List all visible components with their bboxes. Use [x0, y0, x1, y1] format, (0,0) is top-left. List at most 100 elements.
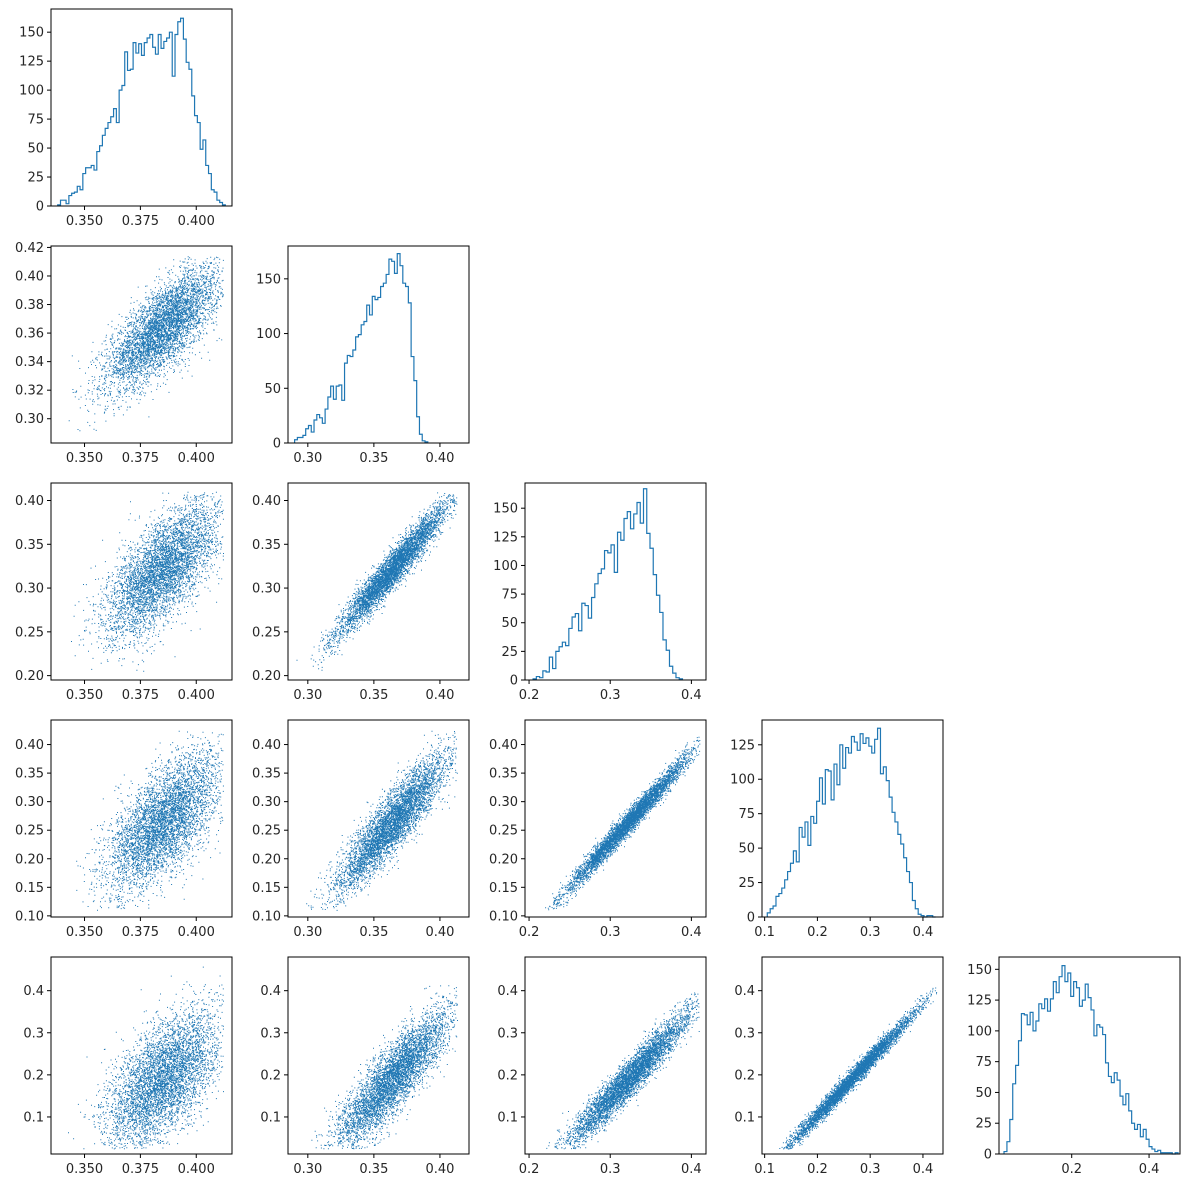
x-tick-label: 0.40: [425, 1162, 454, 1177]
y-tick-label: 0.30: [15, 795, 44, 810]
x-tick-label: 0.3: [860, 925, 881, 940]
x-tick-label: 0.2: [1061, 1162, 1082, 1177]
axes-frame: [524, 956, 707, 1155]
x-tick-label: 0.375: [122, 1162, 159, 1177]
axes-frame: [287, 482, 470, 681]
y-tick-label: 150: [256, 272, 281, 287]
scatter-5-4: 0.1 0.2 0.3 0.4 0.1 0.2 0.3 0.4: [734, 956, 944, 1177]
y-tick-label: 0.20: [489, 852, 518, 867]
axes-frame: [287, 956, 470, 1155]
x-tick-label: 0.400: [178, 1162, 215, 1177]
y-tick-label: 0.10: [252, 909, 281, 924]
y-tick-label: 0.40: [489, 738, 518, 753]
histogram-step-line: [294, 253, 429, 443]
y-tick-label: 0.38: [15, 298, 44, 313]
y-tick-label: 0.2: [23, 1068, 44, 1083]
y-tick-label: 50: [264, 382, 281, 397]
y-tick-label: 0: [984, 1148, 992, 1163]
histogram-step-line: [766, 727, 936, 918]
scatter-4-1: 0.350 0.375 0.400 0.10 0.15 0.20 0.25 0.30 0.35 0…: [15, 719, 233, 940]
y-tick-label: 0.15: [252, 881, 281, 896]
x-tick-label: 0.375: [122, 925, 159, 940]
y-tick-label: 0.30: [252, 795, 281, 810]
y-tick-label: 0.2: [260, 1068, 281, 1083]
scatter-5-3: 0.2 0.3 0.4 0.1 0.2 0.3 0.4: [497, 956, 707, 1177]
y-tick-label: 0: [510, 674, 518, 689]
y-tick-label: 0.1: [23, 1110, 44, 1125]
y-tick-label: 0.40: [252, 738, 281, 753]
axes-frame: [287, 245, 470, 444]
x-tick-label: 0.4: [681, 1162, 702, 1177]
x-tick-label: 0.350: [66, 925, 103, 940]
x-tick-label: 0.30: [293, 925, 322, 940]
y-tick-label: 125: [493, 530, 518, 545]
x-tick-label: 0.1: [754, 1162, 775, 1177]
scatter-points: [546, 992, 700, 1150]
y-tick-label: 0.1: [497, 1110, 518, 1125]
y-tick-label: 0.3: [23, 1026, 44, 1041]
y-tick-label: 50: [975, 1086, 992, 1101]
y-tick-label: 0.30: [15, 412, 44, 427]
x-tick-label: 0.375: [122, 214, 159, 229]
y-tick-label: 0.35: [15, 767, 44, 782]
x-tick-label: 0.3: [860, 1162, 881, 1177]
y-tick-label: 25: [501, 645, 518, 660]
y-tick-label: 100: [19, 84, 44, 99]
y-tick-label: 0.30: [15, 582, 44, 597]
y-tick-label: 0.10: [15, 909, 44, 924]
scatter-points: [76, 730, 224, 911]
y-tick-label: 0.4: [23, 984, 44, 999]
y-tick-label: 0.35: [489, 767, 518, 782]
scatter-2-1: 0.350 0.375 0.400 0.30 0.32 0.34 0.36 0.38 0.40 0…: [15, 241, 233, 466]
y-tick-label: 0.2: [734, 1068, 755, 1083]
y-tick-label: 150: [493, 502, 518, 517]
y-tick-label: 0.15: [489, 881, 518, 896]
x-tick-label: 0.30: [293, 451, 322, 466]
y-tick-label: 0: [747, 911, 755, 926]
axes-frame: [761, 956, 944, 1155]
scatter-points: [311, 985, 458, 1150]
axes-frame: [50, 482, 233, 681]
y-tick-label: 100: [967, 1024, 992, 1039]
y-tick-label: 0.1: [260, 1110, 281, 1125]
y-tick-label: 75: [501, 588, 518, 603]
scatter-points: [68, 256, 224, 432]
y-tick-label: 0.40: [15, 738, 44, 753]
y-tick-label: 125: [19, 55, 44, 70]
x-tick-label: 0.35: [359, 451, 388, 466]
x-tick-label: 0.2: [519, 925, 540, 940]
y-tick-label: 0.30: [252, 582, 281, 597]
y-tick-label: 0.25: [489, 824, 518, 839]
x-tick-label: 0.4: [913, 1162, 934, 1177]
scatter-5-1: 0.350 0.375 0.400 0.1 0.2 0.3 0.4: [23, 956, 233, 1177]
scatter-points: [306, 730, 458, 911]
y-tick-label: 150: [967, 963, 992, 978]
y-tick-label: 0.3: [497, 1026, 518, 1041]
y-tick-label: 25: [738, 876, 755, 891]
y-tick-label: 0.2: [497, 1068, 518, 1083]
hist-2: 0.30 0.35 0.40 0 50 100 150: [256, 245, 470, 466]
y-tick-label: 0.25: [15, 625, 44, 640]
y-tick-label: 75: [27, 113, 44, 128]
y-tick-label: 0: [273, 437, 281, 452]
x-tick-label: 0.375: [122, 688, 159, 703]
y-tick-label: 50: [27, 142, 44, 157]
y-tick-label: 0.40: [252, 494, 281, 509]
x-tick-label: 0.1: [754, 925, 775, 940]
scatter-points: [296, 492, 458, 671]
y-tick-label: 75: [975, 1055, 992, 1070]
x-tick-label: 0.30: [293, 688, 322, 703]
x-tick-label: 0.375: [122, 451, 159, 466]
y-tick-label: 100: [493, 559, 518, 574]
x-tick-label: 0.3: [600, 1162, 621, 1177]
x-tick-label: 0.2: [807, 925, 828, 940]
y-tick-label: 50: [738, 842, 755, 857]
x-tick-label: 0.4: [1139, 1162, 1160, 1177]
scatter-4-3: 0.2 0.3 0.4 0.10 0.15 0.20 0.25 0.30 0.35 0.40: [489, 719, 707, 940]
y-tick-label: 0.42: [15, 241, 44, 256]
y-tick-label: 0.20: [15, 852, 44, 867]
y-tick-label: 0.25: [252, 625, 281, 640]
y-tick-label: 0.40: [15, 494, 44, 509]
scatter-4-2: 0.30 0.35 0.40 0.10 0.15 0.20 0.25 0.30 0.35 0.40: [252, 719, 470, 940]
